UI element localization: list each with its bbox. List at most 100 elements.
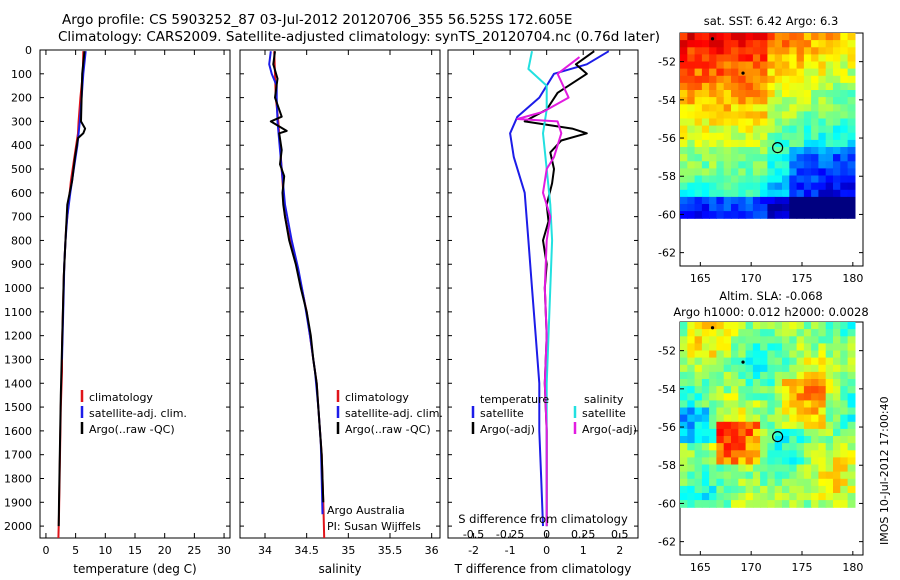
map-cell <box>745 68 754 77</box>
map-cell <box>752 407 761 416</box>
map-cell <box>803 436 812 444</box>
map-cell <box>709 443 717 451</box>
map-cell <box>687 161 696 169</box>
map-cell <box>789 33 798 41</box>
map-cell <box>796 485 805 494</box>
map-cell <box>825 457 834 466</box>
map-cell <box>767 357 776 366</box>
map-cell <box>840 175 849 184</box>
map-cell <box>723 457 732 466</box>
map-cell <box>774 350 783 359</box>
map-cell <box>680 33 688 41</box>
map-cell <box>833 54 841 63</box>
map-cell <box>738 104 747 112</box>
map-cell <box>687 33 696 41</box>
map-y-tick-label: -58 <box>658 170 676 183</box>
map-cell <box>818 204 827 212</box>
map-cell <box>803 450 812 458</box>
map-cell <box>687 485 696 494</box>
map-cell <box>723 132 732 141</box>
map-cell <box>723 182 732 191</box>
map-cell <box>731 68 739 77</box>
map-cell <box>833 196 841 205</box>
map-cell <box>796 161 805 169</box>
legend-label: Argo(..raw -QC) <box>89 423 175 436</box>
map-cell <box>701 154 710 162</box>
map-cell <box>687 211 696 219</box>
map-cell <box>709 336 717 344</box>
depth-tick-label: 200 <box>11 92 32 105</box>
map-cell <box>789 371 798 380</box>
map-cell <box>803 125 812 134</box>
map-cell <box>818 111 827 120</box>
map-cell <box>738 450 747 458</box>
map-cell <box>680 471 688 480</box>
map-cell <box>680 175 688 184</box>
map-cell <box>803 61 812 70</box>
map-cell <box>709 428 717 437</box>
map-cell <box>680 118 688 127</box>
map-cell <box>782 500 790 508</box>
map-cell <box>752 97 761 105</box>
map-cell <box>774 68 783 77</box>
map-cell <box>847 400 856 409</box>
map-cell <box>825 329 834 337</box>
series-line-argo <box>269 51 325 503</box>
map-cell <box>716 493 725 501</box>
map-cell <box>796 132 805 141</box>
map-cell <box>803 118 812 127</box>
map-cell <box>825 322 834 330</box>
map-cell <box>796 428 805 437</box>
map-cell <box>680 436 688 444</box>
map-cell <box>796 118 805 127</box>
map-cell <box>723 54 732 63</box>
map-cell <box>760 90 768 98</box>
map-cell <box>760 471 768 480</box>
map-cell <box>774 182 783 191</box>
map-cell <box>760 204 768 212</box>
map-cell <box>745 464 754 473</box>
map-cell <box>782 450 790 458</box>
map-cell <box>723 68 732 77</box>
map-cell <box>687 471 696 480</box>
map-cell <box>767 132 776 141</box>
map-cell <box>760 371 768 380</box>
map-cell <box>818 371 827 380</box>
map-cell <box>738 379 747 387</box>
map-cell <box>789 196 798 205</box>
map-cell <box>818 147 827 155</box>
map-cell <box>745 407 754 416</box>
map-cell <box>687 175 696 184</box>
x-tick-label: 30 <box>217 544 231 557</box>
map-cell <box>752 386 761 394</box>
map-cell <box>847 329 856 337</box>
map-cell <box>840 68 849 77</box>
map-cell <box>680 139 688 148</box>
map-cell <box>745 196 754 205</box>
map-cell <box>796 371 805 380</box>
map-cell <box>833 443 841 451</box>
map-cell <box>694 393 703 401</box>
x-tick-label: 0 <box>543 544 550 557</box>
map-cell <box>738 443 747 451</box>
map-cell <box>811 450 819 458</box>
map-cell <box>811 147 819 155</box>
map-cell <box>738 168 747 177</box>
map-cell <box>818 61 827 70</box>
map-cell <box>694 407 703 416</box>
map-cell <box>767 147 776 155</box>
map-cell <box>687 154 696 162</box>
map-cell <box>680 329 688 337</box>
map-cell <box>774 82 783 91</box>
map-cell <box>767 386 776 394</box>
map-cell <box>782 168 790 177</box>
map-cell <box>745 75 754 84</box>
map-cell <box>694 90 703 98</box>
map-cell <box>782 393 790 401</box>
map-cell <box>760 211 768 219</box>
map-cell <box>782 457 790 466</box>
map-cell <box>818 450 827 458</box>
map-cell <box>731 322 739 330</box>
map-cell <box>752 211 761 219</box>
map-cell <box>745 125 754 134</box>
